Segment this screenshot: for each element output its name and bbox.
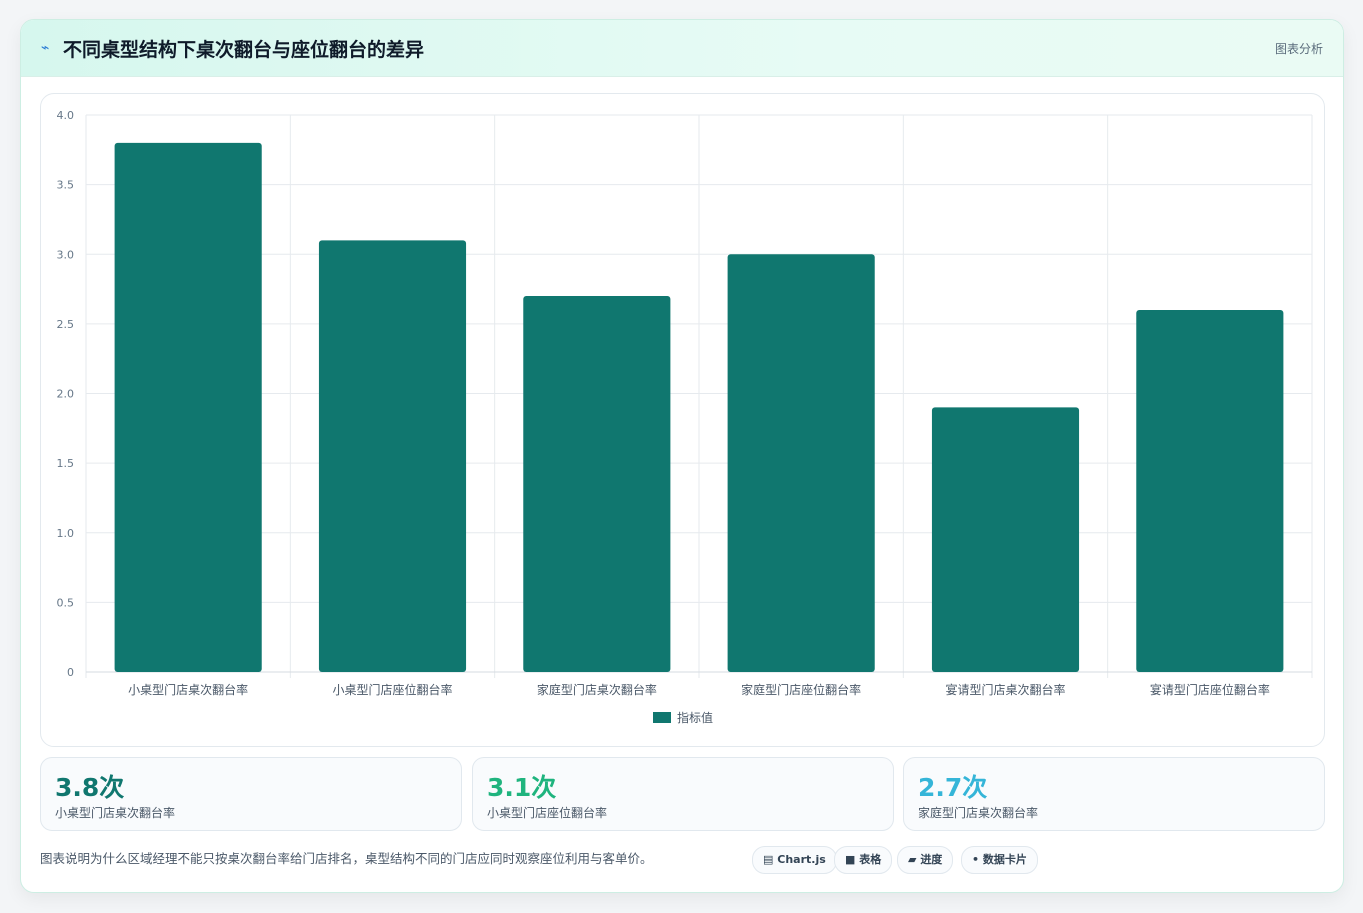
table-icon: ■: [845, 853, 856, 866]
bar: [727, 254, 875, 672]
stat-card: 3.8次 小桌型门店桌次翻台率: [40, 757, 462, 831]
y-tick-label: 4.0: [57, 109, 75, 122]
x-tick-label: 小桌型门店桌次翻台率: [128, 682, 248, 697]
bar: [318, 240, 467, 672]
card-icon: •: [972, 853, 980, 866]
y-tick-label: 1.0: [57, 527, 75, 540]
y-tick-label: 3.5: [57, 179, 75, 192]
stat-value: 3.1次: [487, 773, 557, 802]
chip-table[interactable]: ■ 表格: [834, 846, 893, 874]
legend-swatch: [653, 712, 671, 723]
stat-value: 3.8次: [55, 773, 125, 802]
stat-value: 2.7次: [918, 773, 988, 802]
stat-label: 家庭型门店桌次翻台率: [918, 806, 1039, 820]
y-tick-label: 3.0: [57, 248, 75, 261]
chip-progress[interactable]: ▰ 进度: [897, 846, 954, 874]
bar: [1136, 309, 1284, 672]
y-tick-label: 1.5: [57, 457, 75, 470]
chip-label: 数据卡片: [982, 853, 1027, 866]
stat-card: 3.1次 小桌型门店座位翻台率: [472, 757, 894, 831]
legend-label: 指标值: [677, 710, 713, 725]
y-tick-label: 0: [67, 666, 74, 679]
x-tick-label: 小桌型门店座位翻台率: [332, 682, 452, 697]
chart-analysis-tag: 图表分析: [1274, 42, 1323, 56]
chip-label: Chart.js: [777, 853, 826, 866]
stat-label: 小桌型门店座位翻台率: [487, 806, 608, 820]
chart-panel: 4.0 3.5 3.0 2.5 2.0 1.5 1.0 0.5 0 小桌型门店桌次翻台率 小桌型门店…: [40, 93, 1325, 747]
x-tick-label: 家庭型门店座位翻台率: [741, 682, 861, 697]
chip-label: 进度: [920, 853, 943, 866]
x-tick-label: 家庭型门店桌次翻台率: [537, 682, 657, 697]
pulse-icon: ⌁: [41, 40, 50, 56]
y-tick-label: 2.0: [57, 388, 75, 401]
card-title: 不同桌型结构下桌次翻台与座位翻台的差异: [63, 39, 425, 61]
y-tick-label: 0.5: [57, 596, 75, 609]
chip-chartjs[interactable]: ▤ Chart.js: [752, 846, 837, 874]
stat-label: 小桌型门店桌次翻台率: [55, 806, 176, 820]
chart-icon: ▤: [763, 853, 774, 866]
x-tick-label: 宴请型门店桌次翻台率: [945, 682, 1065, 697]
bar: [931, 407, 1080, 672]
bar: [523, 296, 671, 672]
card-header: ⌁ 不同桌型结构下桌次翻台与座位翻台的差异 图表分析: [21, 20, 1343, 77]
bar: [114, 142, 262, 673]
progress-icon: ▰: [908, 853, 917, 866]
chip-data-card[interactable]: • 数据卡片: [961, 846, 1038, 874]
chip-label: 表格: [859, 853, 882, 866]
y-tick-label: 2.5: [57, 318, 75, 331]
bar-chart: 4.0 3.5 3.0 2.5 2.0 1.5 1.0 0.5 0 小桌型门店桌次翻台率 小桌型门店…: [57, 109, 1313, 725]
stat-card: 2.7次 家庭型门店桌次翻台率: [903, 757, 1325, 831]
chart-card: ⌁ 不同桌型结构下桌次翻台与座位翻台的差异 图表分析 4.0 3.5 3.0 2.5 2…: [20, 19, 1344, 893]
x-tick-label: 宴请型门店座位翻台率: [1150, 682, 1270, 697]
chart-description: 图表说明为什么区域经理不能只按桌次翻台率给门店排名，桌型结构不同的门店应同时观察…: [40, 851, 653, 866]
